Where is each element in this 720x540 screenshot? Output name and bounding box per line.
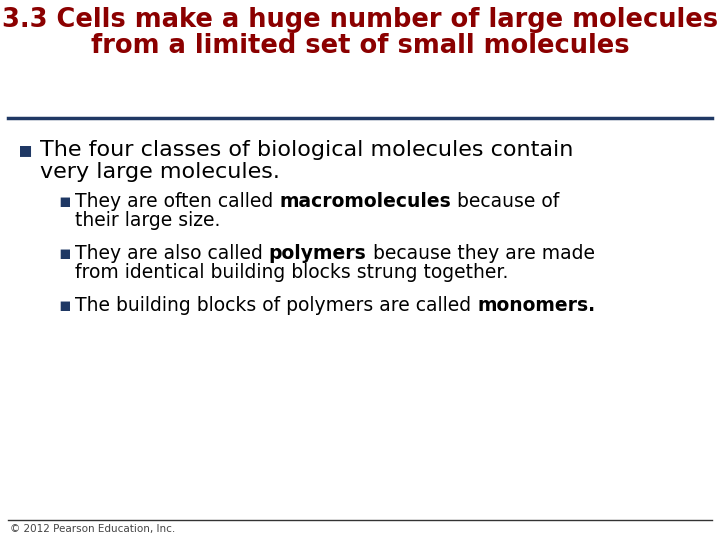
Text: 3.3 Cells make a huge number of large molecules: 3.3 Cells make a huge number of large mo… [2, 7, 718, 33]
Text: macromolecules: macromolecules [279, 192, 451, 211]
Text: ▪: ▪ [58, 296, 71, 315]
Text: their large size.: their large size. [75, 211, 220, 230]
Text: They are also called: They are also called [75, 244, 269, 263]
Text: monomers.: monomers. [477, 296, 595, 315]
Text: very large molecules.: very large molecules. [40, 162, 280, 182]
Text: polymers: polymers [269, 244, 366, 263]
Text: ▪: ▪ [58, 244, 71, 263]
Text: from a limited set of small molecules: from a limited set of small molecules [91, 33, 629, 59]
Text: because of: because of [451, 192, 559, 211]
Text: ▪: ▪ [18, 140, 33, 160]
Text: The four classes of biological molecules contain: The four classes of biological molecules… [40, 140, 573, 160]
Text: ▪: ▪ [58, 192, 71, 211]
Text: The building blocks of polymers are called: The building blocks of polymers are call… [75, 296, 477, 315]
Text: because they are made: because they are made [366, 244, 595, 263]
Text: They are often called: They are often called [75, 192, 279, 211]
Text: © 2012 Pearson Education, Inc.: © 2012 Pearson Education, Inc. [10, 524, 175, 534]
Text: from identical building blocks strung together.: from identical building blocks strung to… [75, 263, 508, 282]
